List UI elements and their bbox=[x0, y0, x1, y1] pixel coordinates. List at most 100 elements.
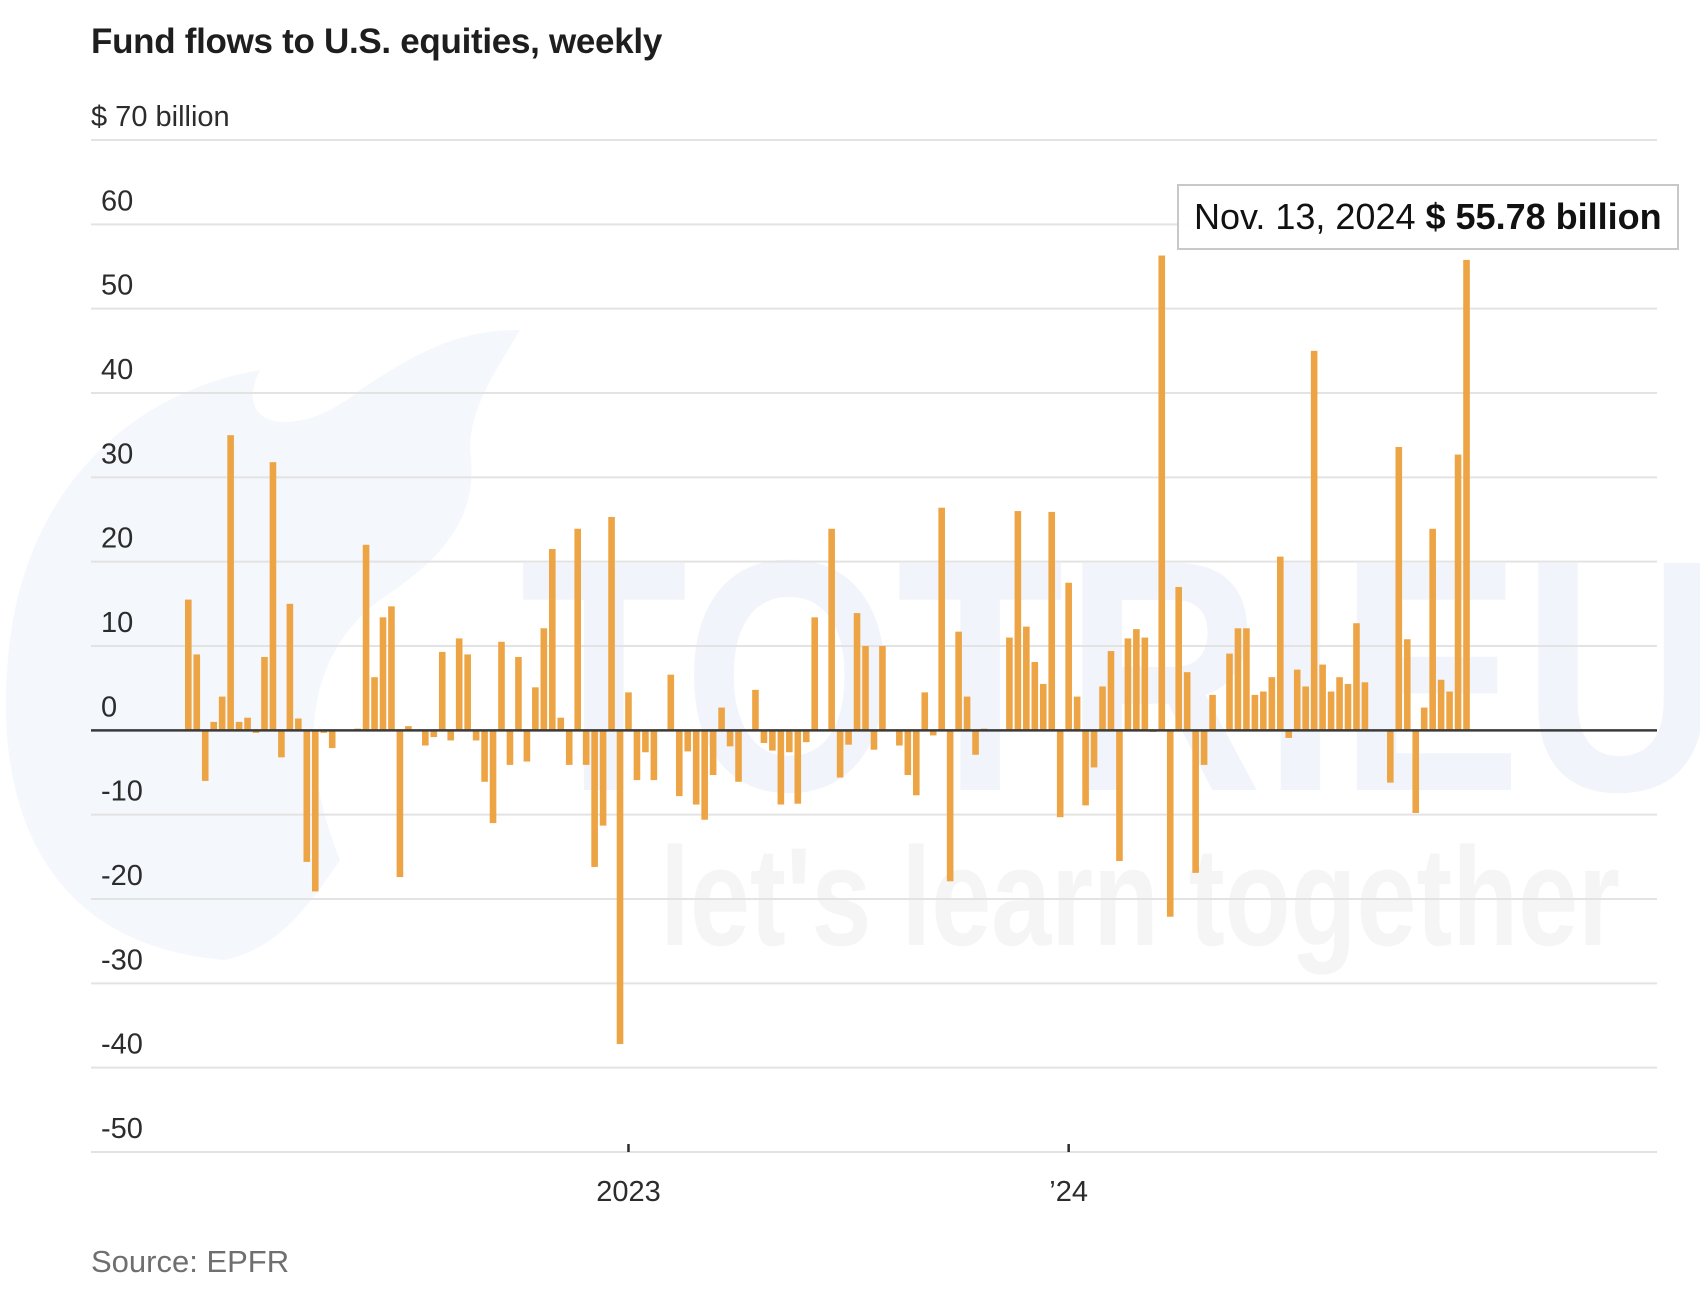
flow-bar[interactable] bbox=[1166, 730, 1174, 917]
flow-bar[interactable] bbox=[836, 730, 844, 778]
flow-bar[interactable] bbox=[794, 730, 802, 804]
flow-bar[interactable] bbox=[1319, 664, 1326, 731]
flow-bar[interactable] bbox=[362, 544, 370, 731]
flow-bar[interactable] bbox=[1395, 446, 1403, 731]
flow-bar[interactable] bbox=[1107, 651, 1115, 731]
flow-bar[interactable] bbox=[1327, 691, 1335, 731]
flow-bar[interactable] bbox=[261, 656, 268, 731]
flow-bar[interactable] bbox=[912, 730, 920, 796]
flow-bar[interactable] bbox=[523, 730, 531, 762]
flow-bar[interactable] bbox=[278, 730, 285, 758]
flow-bar[interactable] bbox=[1302, 686, 1309, 731]
flow-bar[interactable] bbox=[853, 613, 861, 731]
flow-bar[interactable] bbox=[760, 730, 768, 743]
flow-bar[interactable] bbox=[582, 730, 590, 765]
flow-bar[interactable] bbox=[328, 730, 336, 749]
flow-bar[interactable] bbox=[1183, 672, 1191, 731]
flow-bar[interactable] bbox=[1268, 677, 1276, 731]
flow-bar[interactable] bbox=[870, 730, 878, 750]
flow-bar[interactable] bbox=[1082, 730, 1089, 806]
flow-bar[interactable] bbox=[371, 677, 378, 731]
flow-bar[interactable] bbox=[616, 730, 624, 1045]
flow-bar[interactable] bbox=[498, 641, 505, 731]
flow-bar[interactable] bbox=[1285, 730, 1293, 738]
flow-bar[interactable] bbox=[193, 654, 201, 731]
flow-bar[interactable] bbox=[726, 730, 734, 747]
flow-bar[interactable] bbox=[447, 730, 455, 741]
flow-bar[interactable] bbox=[244, 717, 251, 731]
flow-bar[interactable] bbox=[718, 707, 725, 731]
flow-bar[interactable] bbox=[286, 603, 294, 731]
flow-bar[interactable] bbox=[862, 646, 869, 731]
flow-bar[interactable] bbox=[422, 730, 429, 746]
flow-bar[interactable] bbox=[1014, 511, 1022, 731]
flow-bar[interactable] bbox=[675, 730, 683, 797]
flow-bar[interactable] bbox=[811, 617, 819, 731]
flow-bar[interactable] bbox=[1412, 730, 1420, 813]
flow-bar[interactable] bbox=[532, 687, 539, 731]
flow-bar[interactable] bbox=[650, 730, 658, 781]
flow-bar[interactable] bbox=[1387, 730, 1394, 783]
flow-bar[interactable] bbox=[1361, 682, 1369, 731]
flow-bar[interactable] bbox=[777, 730, 785, 805]
flow-bar[interactable] bbox=[464, 654, 471, 731]
flow-bar[interactable] bbox=[1276, 556, 1284, 731]
flow-bar[interactable] bbox=[210, 721, 217, 731]
flow-bar[interactable] bbox=[1454, 454, 1462, 731]
flow-bar[interactable] bbox=[227, 435, 234, 731]
flow-bar[interactable] bbox=[608, 516, 615, 731]
flow-bar[interactable] bbox=[1429, 528, 1436, 731]
flow-bar[interactable] bbox=[1243, 628, 1250, 731]
flow-bar[interactable] bbox=[1056, 730, 1064, 818]
flow-bar[interactable] bbox=[218, 696, 226, 731]
flow-bar[interactable] bbox=[701, 730, 708, 820]
flow-bar[interactable] bbox=[269, 462, 277, 731]
flow-bar[interactable] bbox=[295, 718, 302, 731]
flow-bar[interactable] bbox=[1226, 653, 1233, 731]
flow-bar[interactable] bbox=[481, 730, 488, 782]
flow-bar[interactable] bbox=[1031, 662, 1039, 731]
flow-bar[interactable] bbox=[955, 631, 962, 731]
flow-bar[interactable] bbox=[1006, 637, 1013, 731]
flow-bar[interactable] bbox=[972, 730, 979, 755]
flow-bar[interactable] bbox=[1446, 691, 1453, 731]
flow-bar[interactable] bbox=[1420, 707, 1428, 731]
flow-bar[interactable] bbox=[1023, 626, 1030, 731]
flow-bar[interactable] bbox=[684, 730, 692, 752]
flow-bar[interactable] bbox=[1260, 691, 1267, 731]
flow-bar[interactable] bbox=[709, 730, 717, 776]
flow-bar[interactable] bbox=[1209, 694, 1216, 731]
flow-bar[interactable] bbox=[1090, 730, 1098, 768]
flow-bar[interactable] bbox=[506, 730, 514, 765]
flow-bar[interactable] bbox=[1073, 696, 1081, 731]
flow-bar[interactable] bbox=[938, 507, 945, 731]
flow-bar[interactable] bbox=[752, 689, 759, 731]
flow-bar[interactable] bbox=[557, 717, 565, 731]
flow-bar[interactable] bbox=[235, 721, 243, 731]
flow-bar[interactable] bbox=[1336, 677, 1343, 731]
flow-bar[interactable] bbox=[1437, 679, 1445, 731]
flow-bar[interactable] bbox=[252, 730, 260, 733]
flow-bar[interactable] bbox=[1116, 730, 1123, 862]
flow-bar[interactable] bbox=[735, 730, 742, 782]
flow-bar[interactable] bbox=[379, 617, 387, 731]
flow-bar[interactable] bbox=[692, 730, 700, 805]
flow-bar[interactable] bbox=[642, 730, 649, 753]
flow-bar[interactable] bbox=[405, 726, 412, 731]
flow-bar[interactable] bbox=[1463, 259, 1470, 731]
flow-bar[interactable] bbox=[1065, 582, 1072, 731]
flow-bar[interactable] bbox=[591, 730, 598, 867]
flow-bar[interactable] bbox=[828, 528, 835, 731]
flow-bar[interactable] bbox=[921, 692, 929, 731]
flow-bar[interactable] bbox=[303, 730, 311, 862]
flow-bar[interactable] bbox=[1175, 586, 1183, 731]
flow-bar[interactable] bbox=[879, 646, 886, 731]
flow-bar[interactable] bbox=[845, 730, 852, 745]
flow-bar[interactable] bbox=[472, 730, 480, 741]
flow-bar[interactable] bbox=[1200, 730, 1208, 765]
flow-bar[interactable] bbox=[786, 730, 793, 753]
flow-bar[interactable] bbox=[1344, 683, 1352, 731]
flow-bar[interactable] bbox=[515, 656, 522, 731]
flow-bar[interactable] bbox=[1158, 255, 1166, 731]
flow-bar[interactable] bbox=[633, 730, 641, 781]
